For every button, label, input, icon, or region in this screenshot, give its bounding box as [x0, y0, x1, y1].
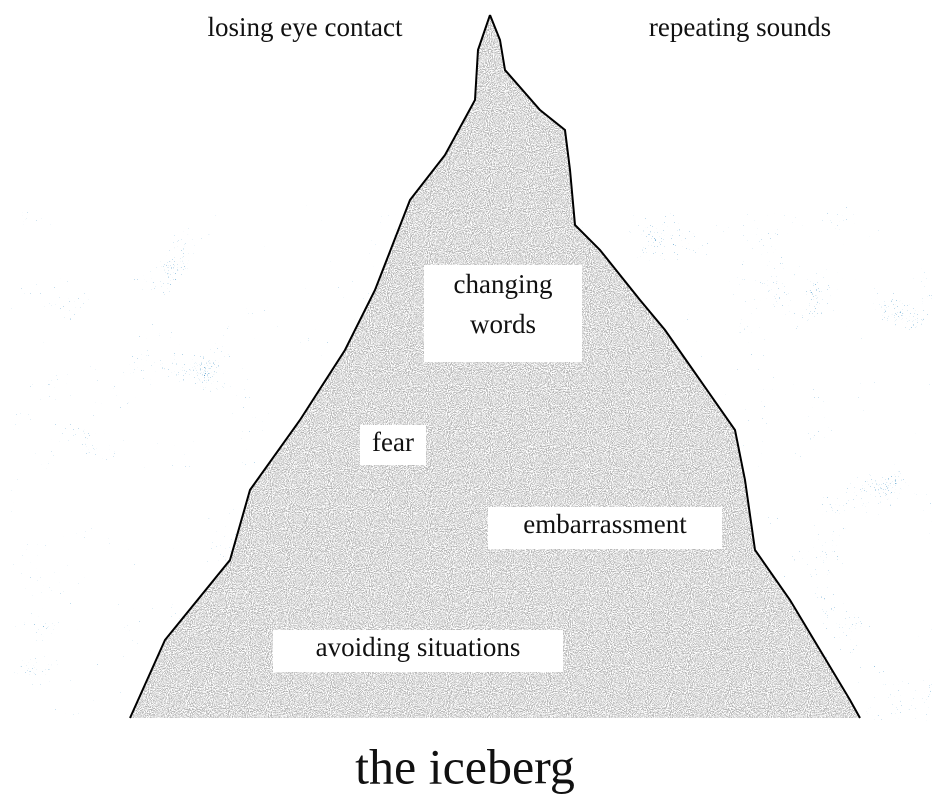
below-label: fear [372, 427, 414, 457]
above-label: repeating sounds [649, 12, 831, 42]
iceberg-diagram: losing eye contact repeating sounds chan… [0, 0, 932, 809]
above-label: losing eye contact [208, 12, 403, 42]
caption: the iceberg [355, 738, 575, 794]
below-label: changing [454, 269, 553, 299]
below-label: embarrassment [523, 509, 687, 539]
below-label: avoiding situations [316, 632, 521, 662]
below-label: words [470, 309, 536, 339]
